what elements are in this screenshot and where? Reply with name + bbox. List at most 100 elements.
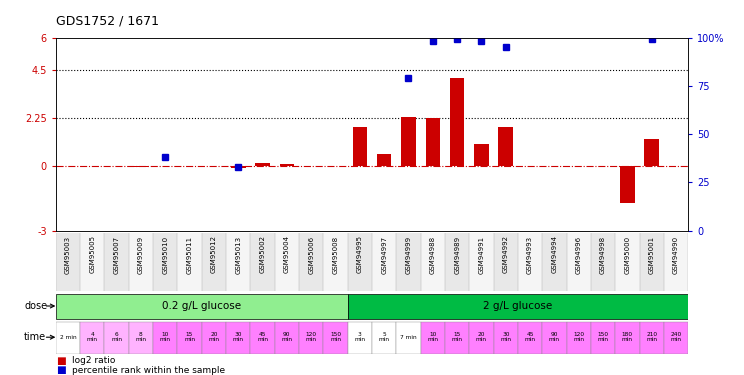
Bar (567, 322, 591, 354)
Bar (104, 322, 129, 354)
Text: time: time (24, 332, 46, 342)
Text: 4
min: 4 min (87, 332, 97, 342)
Text: GSM95005: GSM95005 (89, 236, 95, 273)
Text: GSM94999: GSM94999 (405, 236, 411, 273)
Text: 2 g/L glucose: 2 g/L glucose (484, 301, 553, 311)
Text: 180
min: 180 min (622, 332, 633, 342)
Text: GSM95009: GSM95009 (138, 236, 144, 273)
Text: 45
min: 45 min (257, 332, 268, 342)
Bar (251, 232, 275, 291)
Text: 45
min: 45 min (525, 332, 536, 342)
Bar (324, 322, 347, 354)
Bar (56, 322, 80, 354)
Bar (640, 232, 664, 291)
Bar (542, 232, 567, 291)
Bar (518, 322, 542, 354)
Bar (56, 232, 80, 291)
Text: GSM94997: GSM94997 (381, 236, 387, 273)
Text: 6
min: 6 min (111, 332, 122, 342)
Bar (377, 154, 391, 166)
Bar (299, 322, 324, 354)
Bar (542, 322, 567, 354)
Text: 5
min: 5 min (379, 332, 390, 342)
Bar (353, 126, 367, 166)
Text: GSM95004: GSM95004 (284, 236, 290, 273)
Text: ■: ■ (56, 356, 65, 366)
Bar (275, 322, 299, 354)
Bar (620, 166, 635, 203)
Text: 8
min: 8 min (135, 332, 147, 342)
Bar (615, 322, 640, 354)
Bar (615, 232, 640, 291)
Bar (202, 232, 226, 291)
Bar (397, 232, 420, 291)
Bar (640, 322, 664, 354)
Text: GSM94995: GSM94995 (357, 236, 363, 273)
Bar (231, 166, 246, 168)
Text: GSM94988: GSM94988 (430, 236, 436, 273)
Text: 120
min: 120 min (306, 332, 317, 342)
Text: 0.2 g/L glucose: 0.2 g/L glucose (162, 301, 241, 311)
Text: 7 min: 7 min (400, 335, 417, 340)
Bar (469, 322, 493, 354)
Text: 90
min: 90 min (281, 332, 292, 342)
Bar (129, 322, 153, 354)
Bar (347, 232, 372, 291)
Text: 3
min: 3 min (354, 332, 365, 342)
Bar (153, 232, 177, 291)
Text: GDS1752 / 1671: GDS1752 / 1671 (56, 15, 158, 28)
Text: 150
min: 150 min (597, 332, 609, 342)
Text: dose: dose (24, 301, 48, 311)
Bar (567, 232, 591, 291)
Text: 10
min: 10 min (160, 332, 171, 342)
Text: 30
min: 30 min (500, 332, 511, 342)
Text: GSM95007: GSM95007 (114, 236, 120, 273)
Text: GSM95003: GSM95003 (65, 236, 71, 273)
Text: 20
min: 20 min (208, 332, 219, 342)
Text: 10
min: 10 min (427, 332, 438, 342)
Text: GSM94993: GSM94993 (527, 236, 533, 273)
Text: 240
min: 240 min (670, 332, 682, 342)
Bar (450, 78, 464, 166)
Bar (518, 232, 542, 291)
Bar (280, 164, 294, 166)
Bar (275, 232, 299, 291)
Bar (56, 294, 347, 319)
Bar (493, 322, 518, 354)
Text: GSM94989: GSM94989 (454, 236, 460, 273)
Text: GSM95002: GSM95002 (260, 236, 266, 273)
Bar (226, 322, 251, 354)
Bar (299, 232, 324, 291)
Bar (644, 140, 659, 166)
Bar (498, 126, 513, 166)
Bar (591, 322, 615, 354)
Text: 210
min: 210 min (646, 332, 657, 342)
Text: GSM95008: GSM95008 (333, 236, 339, 273)
Bar (153, 322, 177, 354)
Bar (80, 322, 104, 354)
Bar (591, 232, 615, 291)
Bar (177, 232, 202, 291)
Text: GSM94994: GSM94994 (551, 236, 557, 273)
Bar (347, 294, 688, 319)
Bar (324, 232, 347, 291)
Bar (372, 322, 397, 354)
Bar (474, 144, 489, 166)
Bar (134, 166, 148, 167)
Text: GSM94998: GSM94998 (600, 236, 606, 273)
Text: GSM94990: GSM94990 (673, 236, 679, 273)
Text: 150
min: 150 min (330, 332, 341, 342)
Text: GSM94996: GSM94996 (576, 236, 582, 273)
Text: percentile rank within the sample: percentile rank within the sample (72, 366, 225, 375)
Bar (372, 232, 397, 291)
Bar (202, 322, 226, 354)
Bar (420, 232, 445, 291)
Bar (255, 163, 270, 166)
Text: GSM95012: GSM95012 (211, 236, 217, 273)
Bar (445, 232, 469, 291)
Bar (420, 322, 445, 354)
Text: 120
min: 120 min (573, 332, 584, 342)
Bar (493, 232, 518, 291)
Text: 15
min: 15 min (184, 332, 195, 342)
Text: GSM94991: GSM94991 (478, 236, 484, 273)
